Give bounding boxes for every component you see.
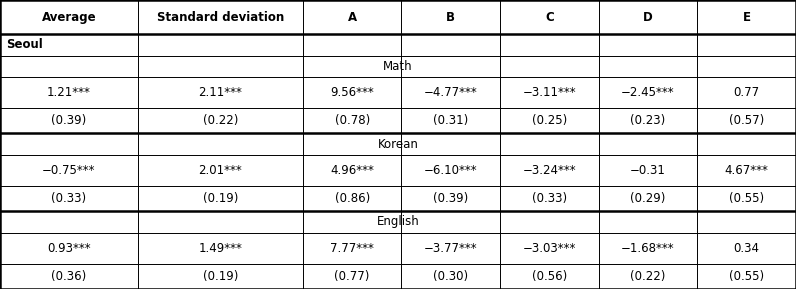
Text: (0.23): (0.23) bbox=[630, 114, 665, 127]
Text: Seoul: Seoul bbox=[6, 38, 43, 51]
Text: 1.21***: 1.21*** bbox=[47, 86, 91, 99]
Text: (0.36): (0.36) bbox=[51, 270, 87, 283]
Text: Korean: Korean bbox=[377, 138, 419, 151]
Text: 0.77: 0.77 bbox=[734, 86, 759, 99]
Text: 4.67***: 4.67*** bbox=[724, 164, 769, 177]
Text: B: B bbox=[447, 11, 455, 24]
Text: (0.39): (0.39) bbox=[433, 192, 468, 205]
Text: 2.01***: 2.01*** bbox=[198, 164, 242, 177]
Text: E: E bbox=[743, 11, 751, 24]
Text: −2.45***: −2.45*** bbox=[621, 86, 675, 99]
Text: (0.22): (0.22) bbox=[203, 114, 238, 127]
Text: (0.39): (0.39) bbox=[51, 114, 87, 127]
Text: −6.10***: −6.10*** bbox=[424, 164, 478, 177]
Text: (0.19): (0.19) bbox=[203, 270, 238, 283]
Text: (0.78): (0.78) bbox=[334, 114, 370, 127]
Text: (0.25): (0.25) bbox=[532, 114, 567, 127]
Text: C: C bbox=[545, 11, 554, 24]
Text: 4.96***: 4.96*** bbox=[330, 164, 374, 177]
Text: Standard deviation: Standard deviation bbox=[157, 11, 284, 24]
Text: −3.11***: −3.11*** bbox=[523, 86, 576, 99]
Text: −0.75***: −0.75*** bbox=[42, 164, 96, 177]
Text: (0.33): (0.33) bbox=[532, 192, 567, 205]
Text: −1.68***: −1.68*** bbox=[621, 242, 675, 255]
Text: (0.77): (0.77) bbox=[334, 270, 370, 283]
Bar bbox=[0, 34, 796, 55]
Text: (0.55): (0.55) bbox=[729, 192, 764, 205]
Text: (0.31): (0.31) bbox=[433, 114, 468, 127]
Text: (0.30): (0.30) bbox=[433, 270, 468, 283]
Text: D: D bbox=[643, 11, 653, 24]
Bar bbox=[0, 55, 796, 77]
Text: 0.93***: 0.93*** bbox=[47, 242, 91, 255]
Bar bbox=[0, 108, 796, 133]
Text: 1.49***: 1.49*** bbox=[198, 242, 242, 255]
Bar bbox=[0, 133, 796, 155]
Bar bbox=[0, 0, 796, 34]
Text: −0.31: −0.31 bbox=[630, 164, 666, 177]
Text: 0.34: 0.34 bbox=[734, 242, 759, 255]
Bar bbox=[0, 211, 796, 233]
Text: −3.77***: −3.77*** bbox=[424, 242, 478, 255]
Text: 9.56***: 9.56*** bbox=[330, 86, 374, 99]
Bar bbox=[0, 155, 796, 186]
Bar bbox=[0, 186, 796, 211]
Bar bbox=[0, 77, 796, 108]
Text: (0.29): (0.29) bbox=[630, 192, 665, 205]
Text: (0.86): (0.86) bbox=[334, 192, 370, 205]
Text: (0.19): (0.19) bbox=[203, 192, 238, 205]
Text: −3.03***: −3.03*** bbox=[523, 242, 576, 255]
Text: (0.33): (0.33) bbox=[52, 192, 87, 205]
Text: English: English bbox=[377, 215, 419, 228]
Text: (0.22): (0.22) bbox=[630, 270, 665, 283]
Text: (0.57): (0.57) bbox=[729, 114, 764, 127]
Bar bbox=[0, 233, 796, 264]
Text: (0.56): (0.56) bbox=[532, 270, 567, 283]
Text: −3.24***: −3.24*** bbox=[523, 164, 576, 177]
Text: A: A bbox=[348, 11, 357, 24]
Text: Math: Math bbox=[383, 60, 413, 73]
Text: −4.77***: −4.77*** bbox=[424, 86, 478, 99]
Text: 7.77***: 7.77*** bbox=[330, 242, 374, 255]
Text: Average: Average bbox=[41, 11, 96, 24]
Text: 2.11***: 2.11*** bbox=[198, 86, 242, 99]
Bar bbox=[0, 264, 796, 289]
Text: (0.55): (0.55) bbox=[729, 270, 764, 283]
